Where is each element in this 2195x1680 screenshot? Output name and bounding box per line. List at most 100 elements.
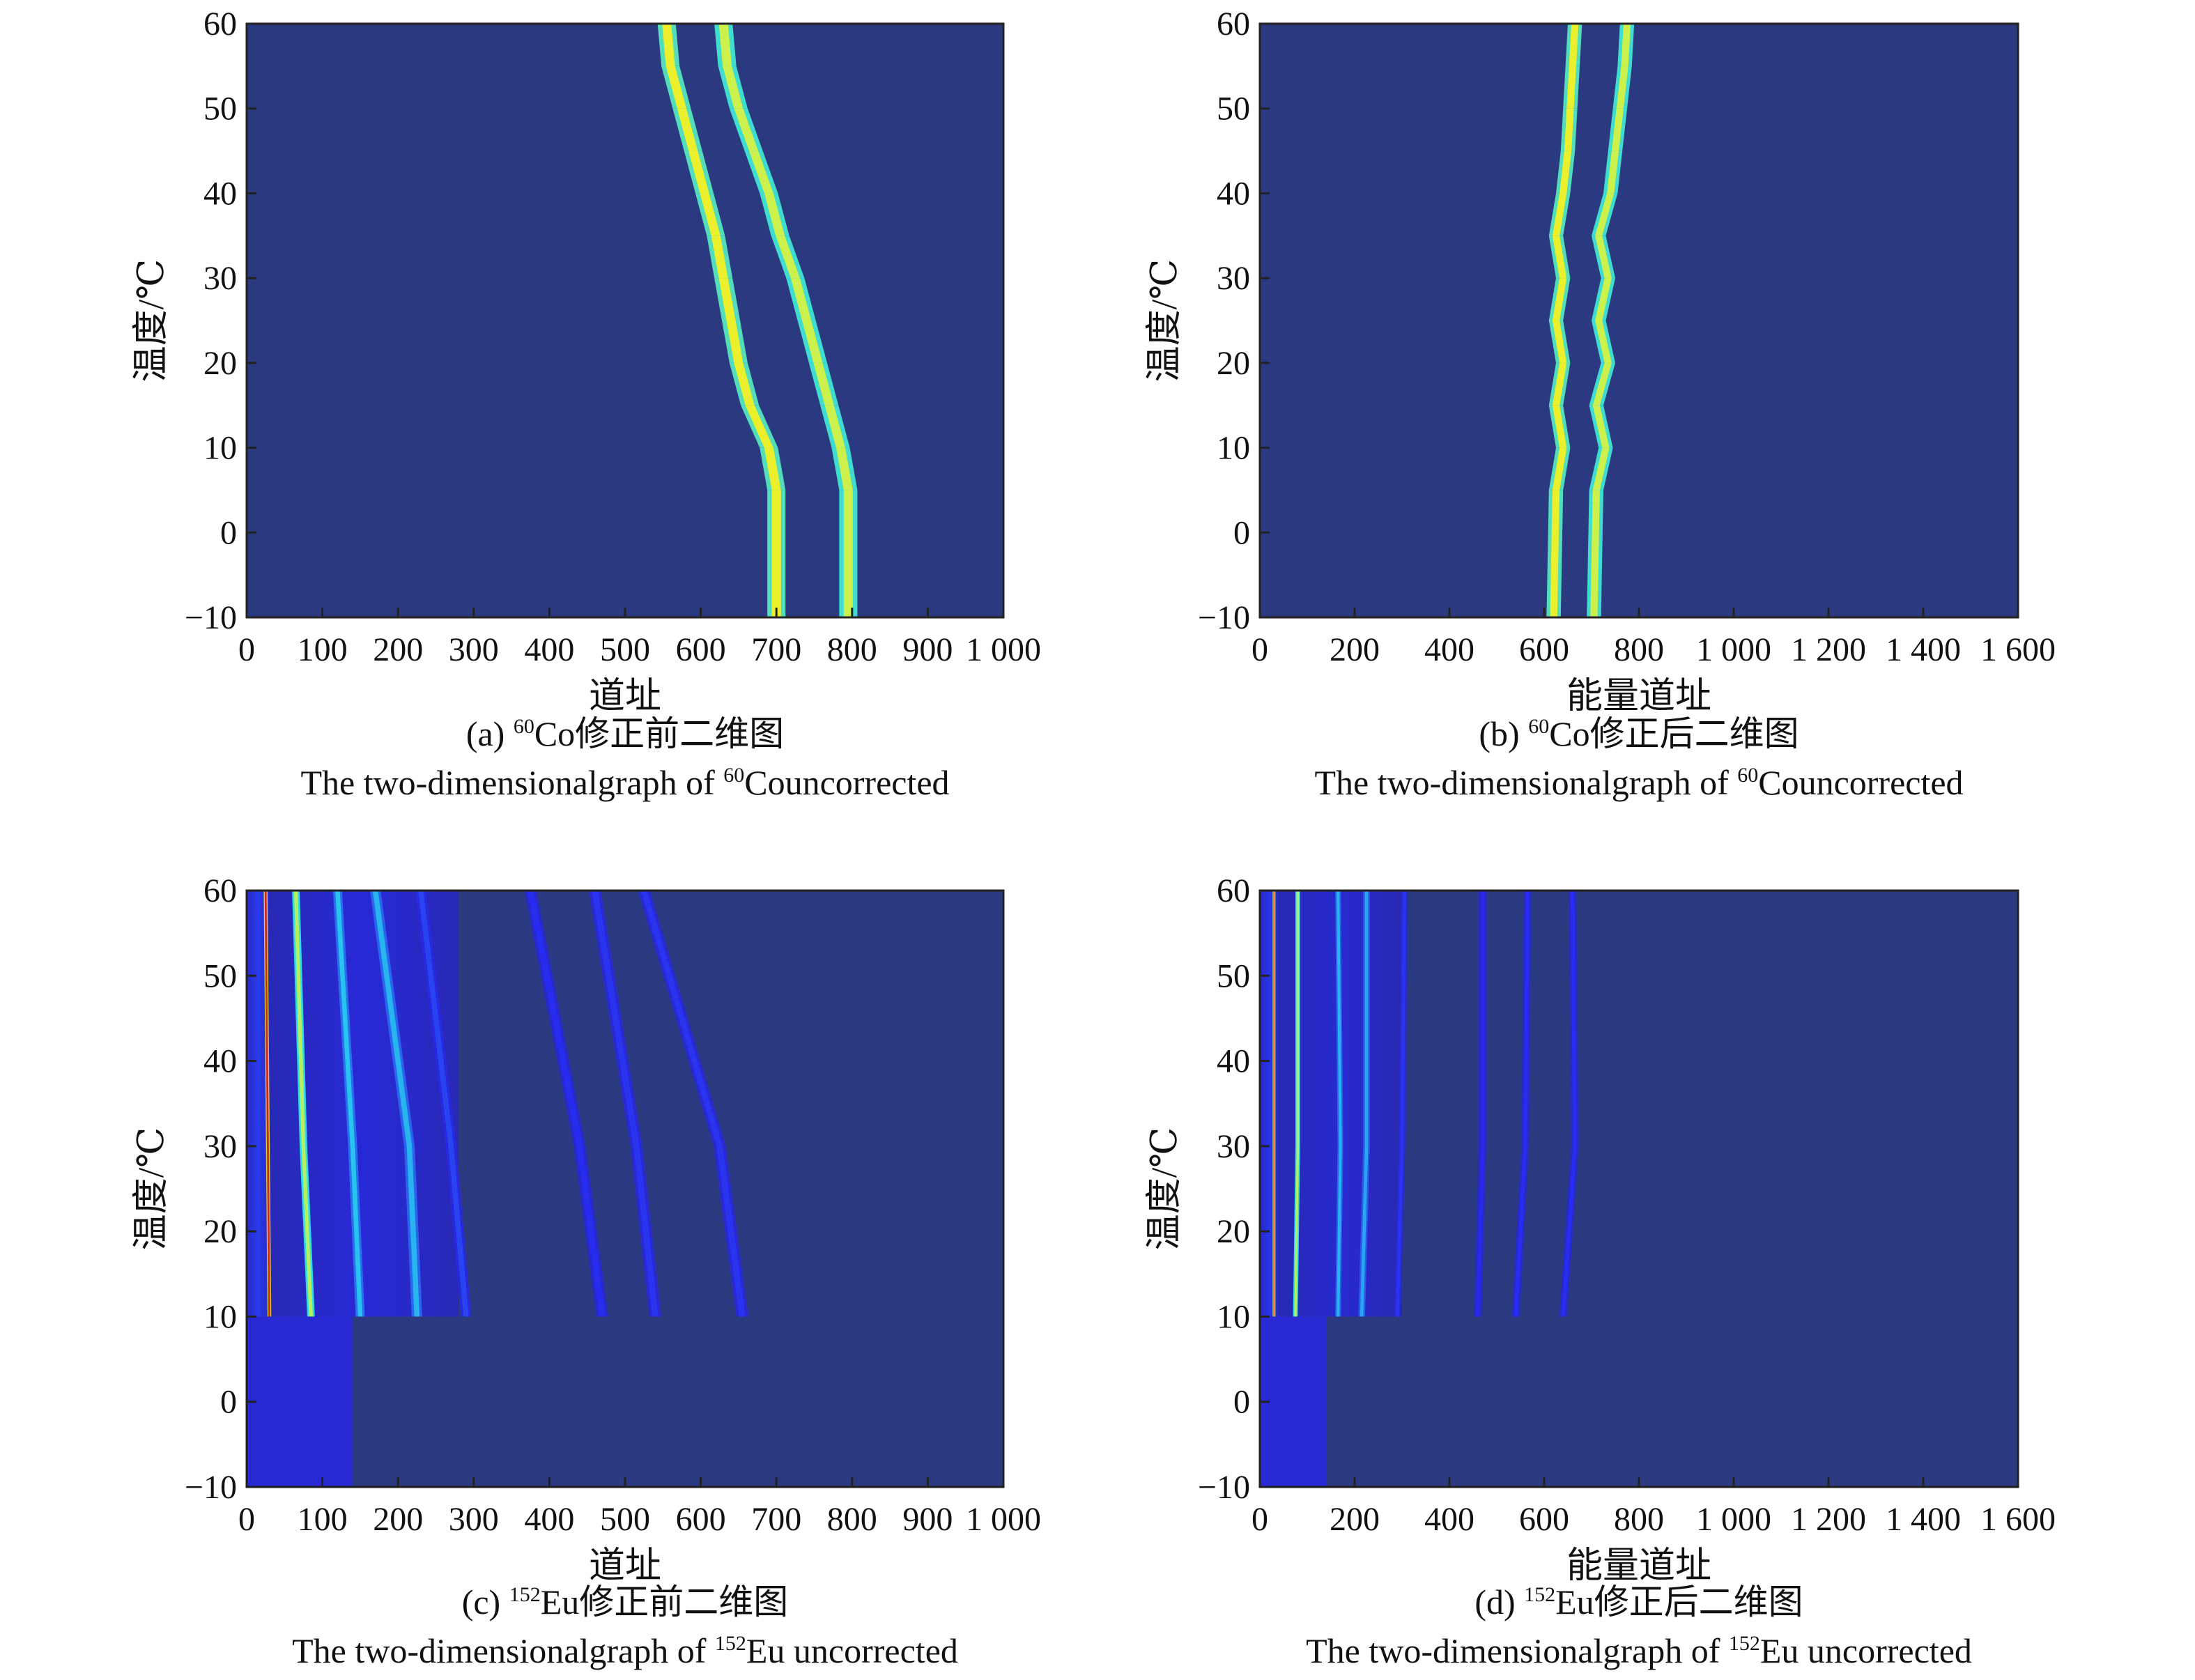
peak-band bbox=[1595, 193, 1615, 236]
peak-band bbox=[1552, 362, 1567, 406]
plot-area bbox=[1260, 24, 2018, 617]
y-tick-label: 50 bbox=[1217, 91, 1250, 128]
peak-band bbox=[813, 362, 834, 406]
peak-band bbox=[372, 891, 413, 1146]
peak-band bbox=[771, 490, 781, 617]
peak-band bbox=[264, 891, 270, 1317]
caption-cn-suffix: Co修正后二维图 bbox=[1549, 714, 1799, 753]
x-tick-label: 1 000 bbox=[1696, 631, 1771, 668]
peak-band bbox=[1564, 108, 1574, 151]
peak-band bbox=[1514, 1146, 1527, 1317]
peak-band bbox=[776, 236, 800, 279]
x-tick-label: 800 bbox=[1614, 631, 1664, 668]
peak-band bbox=[1571, 891, 1577, 1146]
caption-cn-superscript: 152 bbox=[509, 1583, 541, 1606]
peak-band bbox=[633, 1146, 658, 1317]
y-tick-label: 50 bbox=[203, 91, 237, 128]
x-tick-label: 1 000 bbox=[966, 631, 1041, 668]
peak-band bbox=[1552, 278, 1567, 321]
peak-band bbox=[1364, 891, 1369, 1146]
caption-cn: (a) 60Co修正前二维图 bbox=[466, 714, 784, 753]
y-tick-label: 10 bbox=[1217, 430, 1250, 467]
peak-band bbox=[711, 236, 728, 279]
caption-cn-prefix: (a) bbox=[466, 714, 514, 753]
x-tick-label: 200 bbox=[373, 1501, 423, 1538]
x-tick-label: 800 bbox=[827, 1501, 877, 1538]
peak-band bbox=[576, 1146, 606, 1317]
heatmap-background bbox=[1260, 24, 2018, 617]
caption-cn-superscript: 152 bbox=[1524, 1583, 1555, 1606]
peak-band bbox=[1337, 891, 1342, 1146]
peak-band bbox=[406, 1146, 420, 1317]
y-tick-label: −10 bbox=[185, 1469, 237, 1506]
caption-cn: (c) 152Eu修正前二维图 bbox=[462, 1582, 789, 1621]
caption-cn-suffix: Co修正前二维图 bbox=[534, 714, 784, 753]
y-tick-label: 10 bbox=[203, 430, 237, 467]
y-tick-label: −10 bbox=[1198, 1469, 1250, 1506]
x-axis-label: 能量道址 bbox=[1566, 677, 1711, 716]
peak-band bbox=[716, 1146, 746, 1317]
peak-band bbox=[1360, 1146, 1369, 1317]
heatmap-background bbox=[247, 24, 1003, 617]
peak-band bbox=[1552, 321, 1567, 363]
peak-band bbox=[835, 447, 853, 491]
peak-band bbox=[1552, 405, 1567, 448]
caption-en-suffix: Councorrected bbox=[1758, 763, 1963, 802]
x-tick-label: 600 bbox=[676, 631, 726, 668]
peak-band bbox=[718, 24, 732, 66]
x-tick-label: 200 bbox=[1330, 1501, 1380, 1538]
panel-c: 0 100 200 300 400 500 600 700 800 900 1 0006050403… bbox=[132, 872, 1041, 1670]
x-tick-label: 1 400 bbox=[1886, 631, 1961, 668]
y-tick-label: 60 bbox=[203, 6, 237, 43]
y-tick-label: 0 bbox=[220, 514, 237, 551]
peak-band bbox=[726, 321, 744, 363]
caption-en: The two-dimensionalgraph of 152Eu uncorr… bbox=[1306, 1631, 1972, 1670]
peak-band bbox=[448, 1146, 469, 1317]
peak-band bbox=[1273, 891, 1275, 1317]
peak-band bbox=[1595, 278, 1612, 321]
peak-band bbox=[1480, 891, 1485, 1146]
low-temp-ridge bbox=[1260, 1316, 1327, 1487]
caption-cn-prefix: (b) bbox=[1479, 714, 1528, 753]
y-tick-label: 60 bbox=[1217, 872, 1250, 909]
peak-band bbox=[1592, 362, 1612, 406]
x-tick-label: 800 bbox=[827, 631, 877, 668]
peak-band bbox=[1561, 1146, 1577, 1317]
x-axis-label: 道址 bbox=[589, 677, 661, 716]
peak-band bbox=[723, 65, 744, 109]
x-tick-label: 400 bbox=[1424, 631, 1474, 668]
peak-band bbox=[718, 278, 736, 321]
caption-en-suffix: Councorrected bbox=[744, 763, 949, 802]
x-tick-label: 700 bbox=[751, 1501, 801, 1538]
y-tick-label: 10 bbox=[1217, 1298, 1250, 1335]
x-tick-label: 1 600 bbox=[1980, 1501, 2056, 1538]
x-tick-label: 200 bbox=[373, 631, 423, 668]
y-tick-label: 40 bbox=[1217, 1043, 1250, 1080]
peak-band bbox=[350, 1146, 363, 1317]
peak-band bbox=[1552, 193, 1567, 236]
peak-band bbox=[745, 405, 773, 448]
y-tick-label: 0 bbox=[220, 1384, 237, 1421]
x-tick-label: 600 bbox=[1519, 631, 1569, 668]
caption-cn-superscript: 60 bbox=[514, 715, 534, 738]
peak-band bbox=[662, 24, 675, 66]
peak-band bbox=[1566, 65, 1576, 109]
caption-cn-suffix: Eu修正后二维图 bbox=[1555, 1582, 1803, 1621]
peak-band bbox=[790, 278, 812, 321]
x-tick-label: 0 bbox=[1251, 1501, 1268, 1538]
y-tick-label: 60 bbox=[1217, 6, 1250, 43]
x-tick-label: 1 400 bbox=[1886, 1501, 1961, 1538]
x-axis-label: 道址 bbox=[589, 1546, 661, 1586]
y-axis-label: 温度/℃ bbox=[1145, 259, 1185, 383]
x-tick-label: 300 bbox=[449, 1501, 499, 1538]
peak-band bbox=[1523, 891, 1530, 1146]
peak-band bbox=[1595, 321, 1612, 363]
low-temp-ridge bbox=[247, 1316, 353, 1487]
y-tick-label: 10 bbox=[203, 1298, 237, 1335]
peak-band bbox=[293, 891, 306, 1146]
peak-band bbox=[749, 151, 773, 194]
y-tick-label: 30 bbox=[203, 1128, 237, 1165]
x-tick-label: 400 bbox=[524, 631, 574, 668]
peak-band bbox=[1569, 24, 1579, 66]
